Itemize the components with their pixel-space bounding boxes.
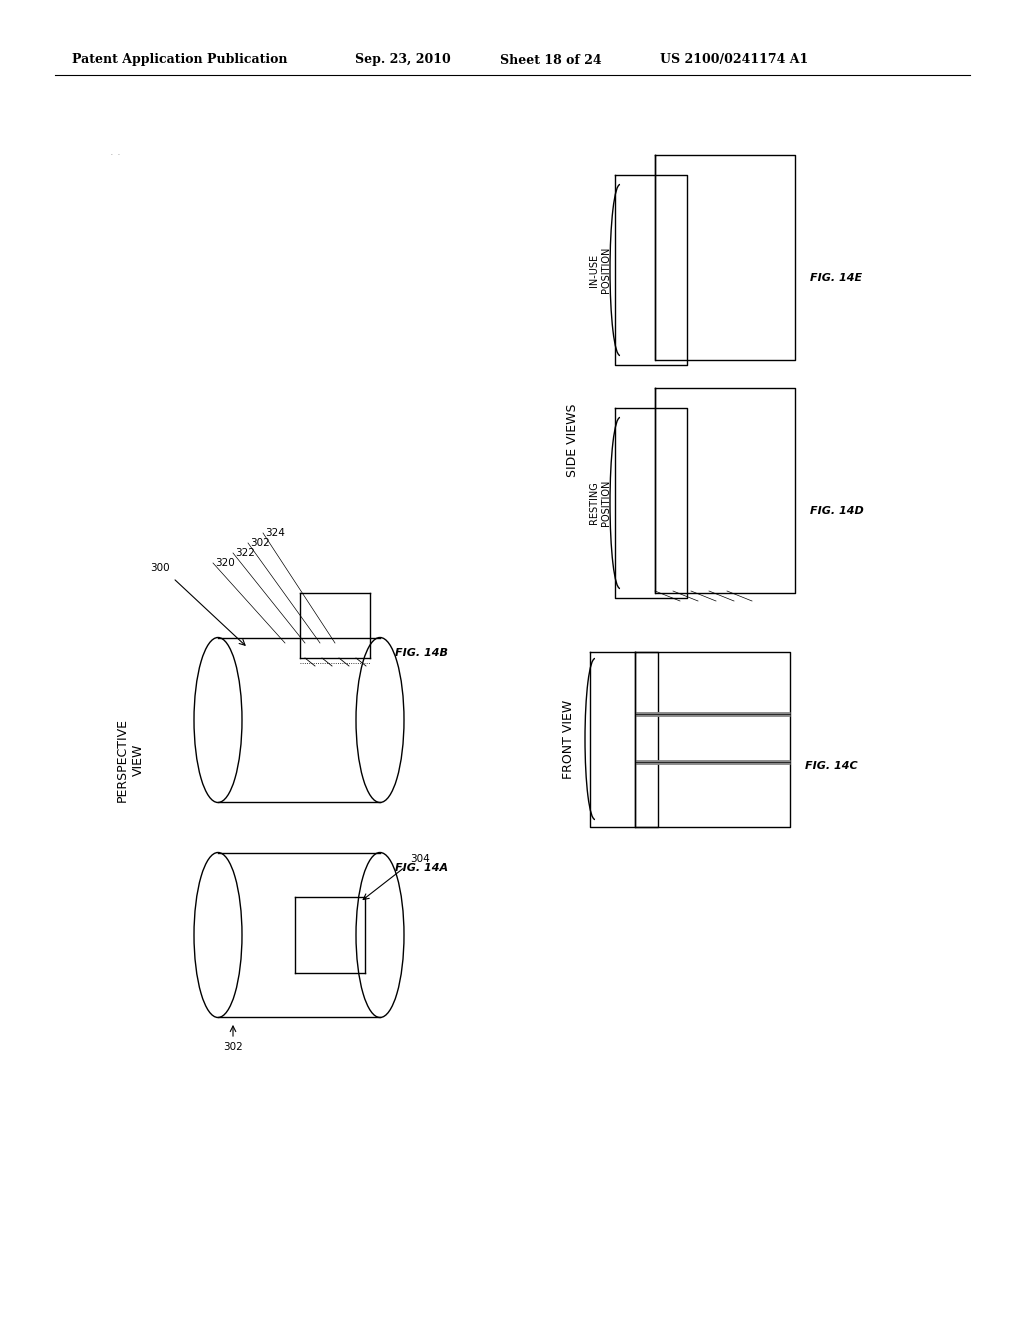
- Text: 322: 322: [234, 548, 255, 558]
- Text: Sheet 18 of 24: Sheet 18 of 24: [500, 54, 602, 66]
- Text: Sep. 23, 2010: Sep. 23, 2010: [355, 54, 451, 66]
- Text: 324: 324: [265, 528, 285, 539]
- Text: IN-USE
POSITION: IN-USE POSITION: [589, 247, 610, 293]
- Text: FIG. 14C: FIG. 14C: [805, 760, 858, 771]
- Text: 302: 302: [250, 539, 269, 548]
- Text: 304: 304: [411, 854, 430, 865]
- Text: SIDE VIEWS: SIDE VIEWS: [565, 403, 579, 477]
- Text: FIG. 14B: FIG. 14B: [395, 648, 449, 657]
- Text: 320: 320: [215, 558, 234, 568]
- Text: Patent Application Publication: Patent Application Publication: [72, 54, 288, 66]
- Text: PERSPECTIVE
VIEW: PERSPECTIVE VIEW: [116, 718, 144, 803]
- Text: 300: 300: [151, 564, 170, 573]
- Text: US 2100/0241174 A1: US 2100/0241174 A1: [660, 54, 808, 66]
- Text: FIG. 14A: FIG. 14A: [395, 863, 449, 873]
- Text: 302: 302: [223, 1041, 243, 1052]
- Text: FRONT VIEW: FRONT VIEW: [561, 700, 574, 779]
- Text: RESTING
POSITION: RESTING POSITION: [589, 479, 610, 527]
- Text: . .: . .: [110, 147, 121, 157]
- Text: FIG. 14E: FIG. 14E: [810, 273, 862, 282]
- Text: FIG. 14D: FIG. 14D: [810, 506, 864, 516]
